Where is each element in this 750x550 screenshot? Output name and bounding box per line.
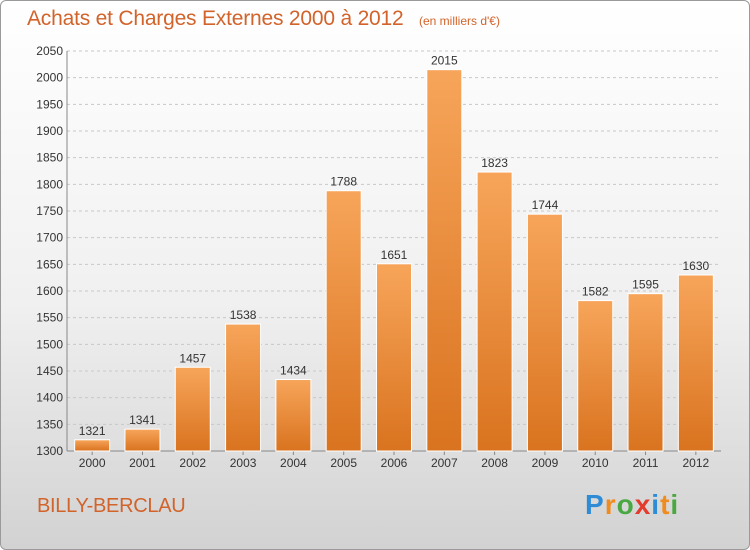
x-tick-label: 2003 [230,456,257,470]
bar [577,300,614,452]
y-tick-label: 1400 [36,391,63,405]
bar [74,439,111,452]
y-tick-label: 1900 [36,124,63,138]
bar [124,428,161,452]
bar [325,190,362,452]
chart-unit: (en milliers d'€) [419,14,500,28]
x-tick-label: 2005 [330,456,357,470]
place-name: BILLY-BERCLAU [37,495,186,517]
x-tick-label: 2004 [280,456,307,470]
y-tick-label: 1450 [36,364,63,378]
y-tick-label: 1800 [36,177,63,191]
brand-letter: t [660,489,671,520]
bar-value-label: 1538 [230,308,257,322]
brand-letter: i [651,489,661,520]
y-tick-label: 1300 [36,444,63,458]
bar [677,274,714,452]
x-tick-label: 2007 [431,456,458,470]
bar [174,366,211,452]
bar-value-label: 1823 [481,156,508,170]
brand-letter: o [616,489,635,520]
brand-letter: i [670,489,680,520]
y-tick-label: 1500 [36,337,63,351]
brand-letter: P [585,489,605,520]
proxiti-logo: Proxiti [585,489,679,521]
bar-value-label: 2015 [431,54,458,68]
y-tick-label: 1750 [36,204,63,218]
x-tick-label: 2011 [633,456,659,470]
bar [476,171,513,452]
bar [426,69,463,452]
y-tick-label: 1650 [36,257,63,271]
bar-value-label: 1457 [179,351,206,365]
bar-value-label: 1434 [280,364,307,378]
bar-value-label: 1788 [330,175,357,189]
bar-value-label: 1582 [582,285,609,299]
bar [627,293,664,452]
bar-value-label: 1744 [532,198,559,212]
bar [376,263,412,452]
x-tick-label: 2000 [79,456,106,470]
x-tick-label: 2009 [532,456,559,470]
x-tick-label: 2006 [381,456,408,470]
y-tick-label: 1950 [36,97,63,111]
bar-value-label: 1630 [682,259,709,273]
y-tick-label: 1550 [36,311,63,325]
x-tick-label: 2002 [179,456,206,470]
brand-letter: x [634,489,652,520]
y-tick-label: 1850 [36,151,63,165]
bar-value-label: 1651 [381,248,408,262]
bar-value-label: 1321 [79,424,106,438]
y-tick-label: 2000 [36,71,63,85]
bar-value-label: 1341 [129,413,156,427]
bar [225,323,262,452]
x-tick-label: 2012 [682,456,709,470]
y-tick-label: 2050 [36,44,63,58]
y-tick-label: 1350 [36,417,63,431]
x-tick-label: 2010 [582,456,609,470]
x-tick-label: 2001 [129,456,156,470]
brand-letter: r [604,489,617,520]
chart-title: Achats et Charges Externes 2000 à 2012 [27,7,404,30]
bar [526,213,563,452]
bar [275,379,312,452]
y-tick-label: 1700 [36,231,63,245]
x-tick-label: 2008 [481,456,508,470]
y-tick-label: 1600 [36,284,63,298]
bar-value-label: 1595 [632,278,659,292]
